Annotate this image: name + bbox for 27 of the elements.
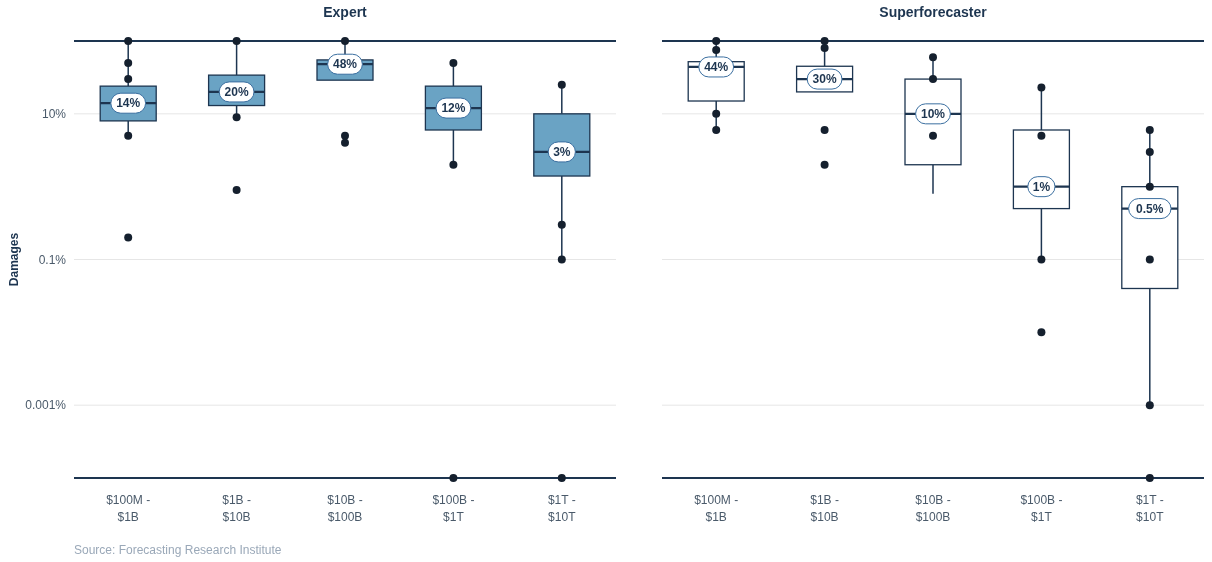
x-tick-label: $1T - $10T [547, 493, 577, 524]
annotation: 30% [812, 72, 837, 87]
x-tick-label: $100M - $1B [106, 493, 151, 524]
chart-title: Superforecaster [879, 4, 988, 20]
annotation: 48% [332, 57, 358, 72]
annotation: 20% [224, 85, 249, 100]
y-axis-title: Damages [7, 232, 21, 287]
x-tick-label: $10B - $100B [327, 493, 363, 524]
chart-title: Expert [323, 4, 368, 20]
y-tick-label: 0.1% [38, 252, 67, 267]
x-tick-label: $1B - $10B [222, 493, 251, 524]
y-tick-label: 0.001% [25, 398, 67, 413]
x-tick-label: $1T - $10T [1135, 493, 1165, 524]
annotation: 12% [441, 101, 466, 116]
x-tick-label: $100B - $1T [1020, 493, 1063, 524]
annotation: 3% [553, 145, 571, 160]
annotation: 10% [920, 107, 946, 122]
annotation: 1% [1032, 179, 1051, 194]
annotation: 14% [116, 96, 141, 111]
x-tick-label: $100M - $1B [694, 493, 739, 524]
x-tick-label: $1B - $10B [810, 493, 839, 524]
x-tick-label: $10B - $100B [915, 493, 951, 524]
annotation: 44% [704, 60, 729, 75]
y-tick-label: 10% [41, 107, 67, 122]
x-tick-label: $100B - $1T [432, 493, 475, 524]
annotation: 0.5% [1136, 201, 1164, 216]
source-note: Source: Forecasting Research Institute [74, 543, 282, 557]
